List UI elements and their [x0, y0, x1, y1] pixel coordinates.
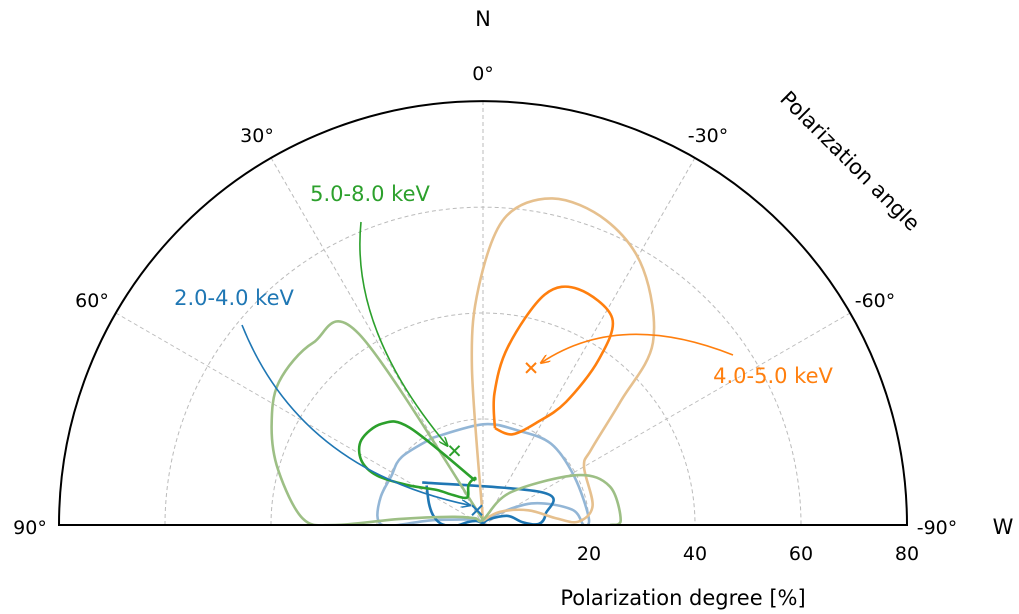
grid-spoke-minus-60 [482, 312, 851, 526]
grid-layer [115, 101, 851, 526]
annotation-arrow-series-1 [541, 333, 734, 363]
contour-inner-series-0 [422, 481, 555, 525]
compass-west-label: W [993, 515, 1014, 539]
best-fit-marker-series-0 [471, 504, 483, 516]
contour-inner-series-1 [492, 285, 615, 436]
radial-axis-label: Polarization degree [%] [560, 586, 805, 610]
radial-tick-80: 80 [895, 543, 919, 565]
best-fit-marker-series-2 [448, 445, 461, 457]
angle-tick-minus-30: -30° [688, 125, 729, 147]
angle-tick-60: 60° [75, 290, 109, 312]
frame-layer [57, 100, 909, 526]
arrow-layer [241, 221, 734, 505]
grid-ring-60 [164, 206, 802, 526]
label-5-8-kev: 5.0-8.0 keV [310, 182, 430, 206]
angle-tick-minus-90: -90° [917, 517, 958, 539]
angle-tick-30: 30° [240, 125, 274, 147]
annotation-arrow-series-0 [241, 324, 470, 505]
contour-outer-series-1 [470, 197, 656, 524]
best-fit-marker-series-1 [525, 362, 537, 374]
grid-ring-20 [376, 418, 590, 526]
radial-tick-60: 60 [789, 543, 813, 565]
angle-tick-0: 0° [472, 63, 494, 85]
grid-spoke-60 [115, 312, 484, 526]
contour-layer [270, 197, 656, 525]
polar-frame [57, 100, 909, 526]
angle-axis-label: Polarization angle [775, 86, 924, 235]
radial-tick-20: 20 [577, 543, 601, 565]
radial-tick-40: 40 [683, 543, 707, 565]
angle-tick-minus-60: -60° [855, 290, 896, 312]
contour-outer-series-2 [270, 320, 623, 525]
contour-inner-series-2 [357, 420, 477, 500]
angle-tick-90: 90° [13, 517, 47, 539]
label-4-5-kev: 4.0-5.0 keV [713, 364, 833, 388]
marker-layer [448, 362, 537, 516]
annotation-arrow-series-2 [359, 221, 448, 446]
label-2-4-kev: 2.0-4.0 keV [174, 286, 294, 310]
compass-north-label: N [475, 7, 491, 31]
